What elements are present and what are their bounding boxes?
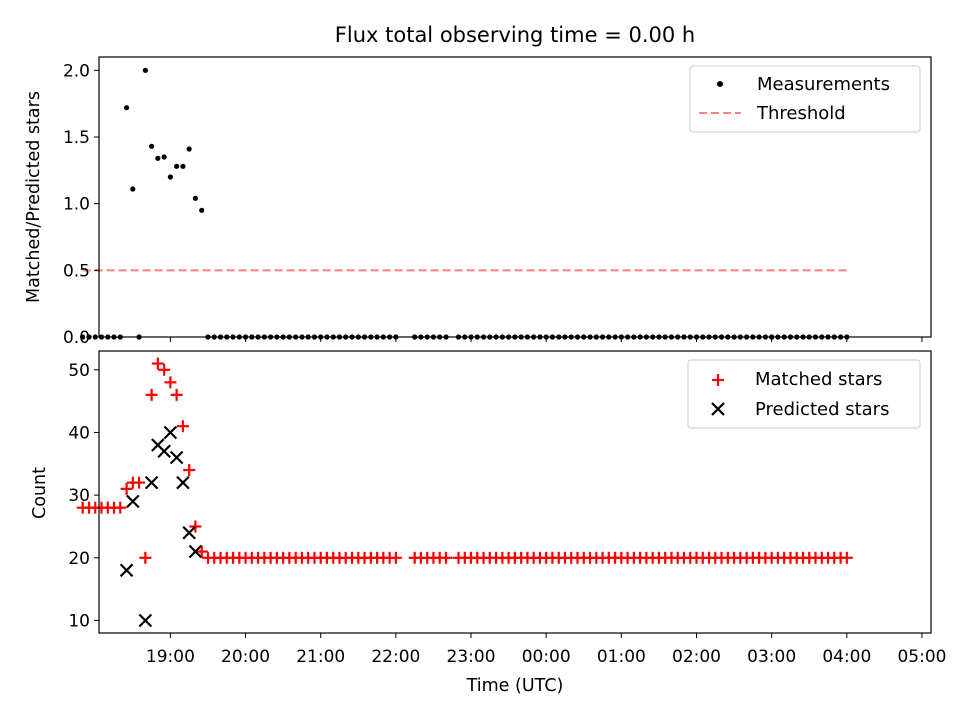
- top-legend: Measurements Threshold: [689, 65, 921, 133]
- legend-marker-predicted-stars: [711, 402, 725, 416]
- matched-star-point: [195, 545, 208, 558]
- top-x-axis-ticks: [169, 337, 923, 342]
- top-y-axis-label: Matched/Predicted stars: [24, 91, 44, 303]
- top-y-tick-label: 1.0: [63, 195, 90, 215]
- measurement-point: [167, 174, 174, 180]
- legend-label-predicted-stars: Predicted stars: [755, 399, 889, 420]
- bottom-legend-box: [687, 359, 921, 429]
- predicted-star-point: [119, 563, 134, 578]
- measurement-point: [161, 154, 167, 160]
- matched-star-point: [389, 551, 402, 564]
- bottom-y-axis-label: Count: [30, 467, 50, 519]
- bottom-y-tick-label: 50: [68, 361, 90, 381]
- matched-star-point: [145, 388, 158, 401]
- matched-star-point: [170, 388, 183, 401]
- matched-star-point: [440, 551, 453, 564]
- bottom-y-tick-label: 20: [68, 549, 90, 569]
- top-y-tick-label: 2.0: [63, 61, 90, 81]
- legend-marker-measurements: [717, 81, 723, 87]
- measurement-point: [130, 186, 136, 192]
- bottom-y-tick-label: 40: [68, 423, 90, 443]
- bottom-axes-frame: [98, 350, 932, 634]
- predicted-star-point: [126, 494, 140, 509]
- measurement-point: [80, 334, 86, 340]
- measurement-point: [149, 143, 155, 149]
- measurement-point: [180, 163, 186, 169]
- matched-star-point: [183, 464, 196, 477]
- top-legend-box: [689, 65, 921, 133]
- legend-label-matched-stars: Matched stars: [755, 369, 882, 390]
- predicted-star-point: [169, 450, 184, 465]
- predicted-star-point: [182, 525, 196, 540]
- top-y-tick-label: 0.0: [63, 328, 90, 348]
- x-tick-label: 01:00: [597, 647, 646, 667]
- measurement-point: [155, 155, 161, 161]
- predicted-star-point: [188, 544, 203, 559]
- x-tick-label: 19:00: [146, 647, 195, 667]
- matched-star-point: [840, 551, 853, 564]
- matched-star-point: [133, 476, 146, 489]
- legend-label-threshold: Threshold: [756, 103, 846, 124]
- matched-star-point: [114, 501, 127, 514]
- bottom-legend: Matched stars Predicted stars: [687, 359, 921, 429]
- top-plot-area: [80, 67, 850, 340]
- measurement-point: [86, 334, 92, 340]
- chart-title: Flux total observing time = 0.00 h: [335, 23, 695, 47]
- x-axis-label: Time (UTC): [466, 676, 564, 696]
- measurement-point: [199, 207, 205, 213]
- matched-star-point: [120, 482, 133, 495]
- top-panel: 0.00.51.01.52.0 Matched/Predicted stars …: [24, 56, 932, 348]
- matched-star-point: [139, 551, 152, 564]
- x-tick-label: 20:00: [221, 647, 270, 667]
- x-tick-label: 21:00: [296, 647, 345, 667]
- x-tick-label: 02:00: [672, 647, 721, 667]
- top-axes-frame: [98, 56, 932, 338]
- top-y-tick-label: 1.5: [63, 128, 90, 148]
- x-tick-label: 05:00: [897, 647, 946, 667]
- measurement-point: [192, 195, 199, 201]
- matched-star-point: [164, 376, 177, 389]
- bottom-x-axis: 19:00 20:00 21:00 22:00 23:00 00:00 01:00 02:00…: [146, 633, 946, 667]
- predicted-star-point: [157, 444, 171, 459]
- measurement-point: [174, 163, 180, 169]
- x-tick-label: 03:00: [747, 647, 796, 667]
- bottom-y-axis: 10 20 30 40 50: [68, 361, 99, 631]
- matched-star-point: [189, 520, 202, 533]
- predicted-star-point: [138, 613, 153, 628]
- bottom-plot-area: [76, 357, 853, 628]
- bottom-y-tick-label: 10: [68, 611, 90, 631]
- matched-star-point: [176, 420, 189, 433]
- predicted-star-point: [144, 475, 159, 490]
- top-y-axis: 0.0 0.5 1.0 1.5 2.0: [63, 61, 99, 348]
- predicted-star-point: [176, 475, 190, 490]
- x-tick-label: 23:00: [447, 647, 496, 667]
- legend-marker-matched-stars: [712, 374, 724, 386]
- predicted-star-point: [163, 425, 178, 440]
- matched-star-point: [158, 363, 171, 376]
- x-tick-label: 04:00: [822, 647, 871, 667]
- legend-label-measurements: Measurements: [757, 74, 890, 95]
- bottom-panel: 10 20 30 40 50 19:00 20:00 21:00 22:00 23:00 00:0…: [30, 350, 946, 696]
- x-tick-label: 22:00: [371, 647, 420, 667]
- top-y-tick-label: 0.5: [63, 261, 90, 281]
- measurement-point: [123, 105, 130, 111]
- bottom-y-tick-label: 30: [68, 486, 90, 506]
- measurement-point: [186, 146, 192, 152]
- x-tick-label: 00:00: [522, 647, 571, 667]
- matched-star-point: [151, 357, 164, 370]
- measurement-point: [142, 67, 148, 73]
